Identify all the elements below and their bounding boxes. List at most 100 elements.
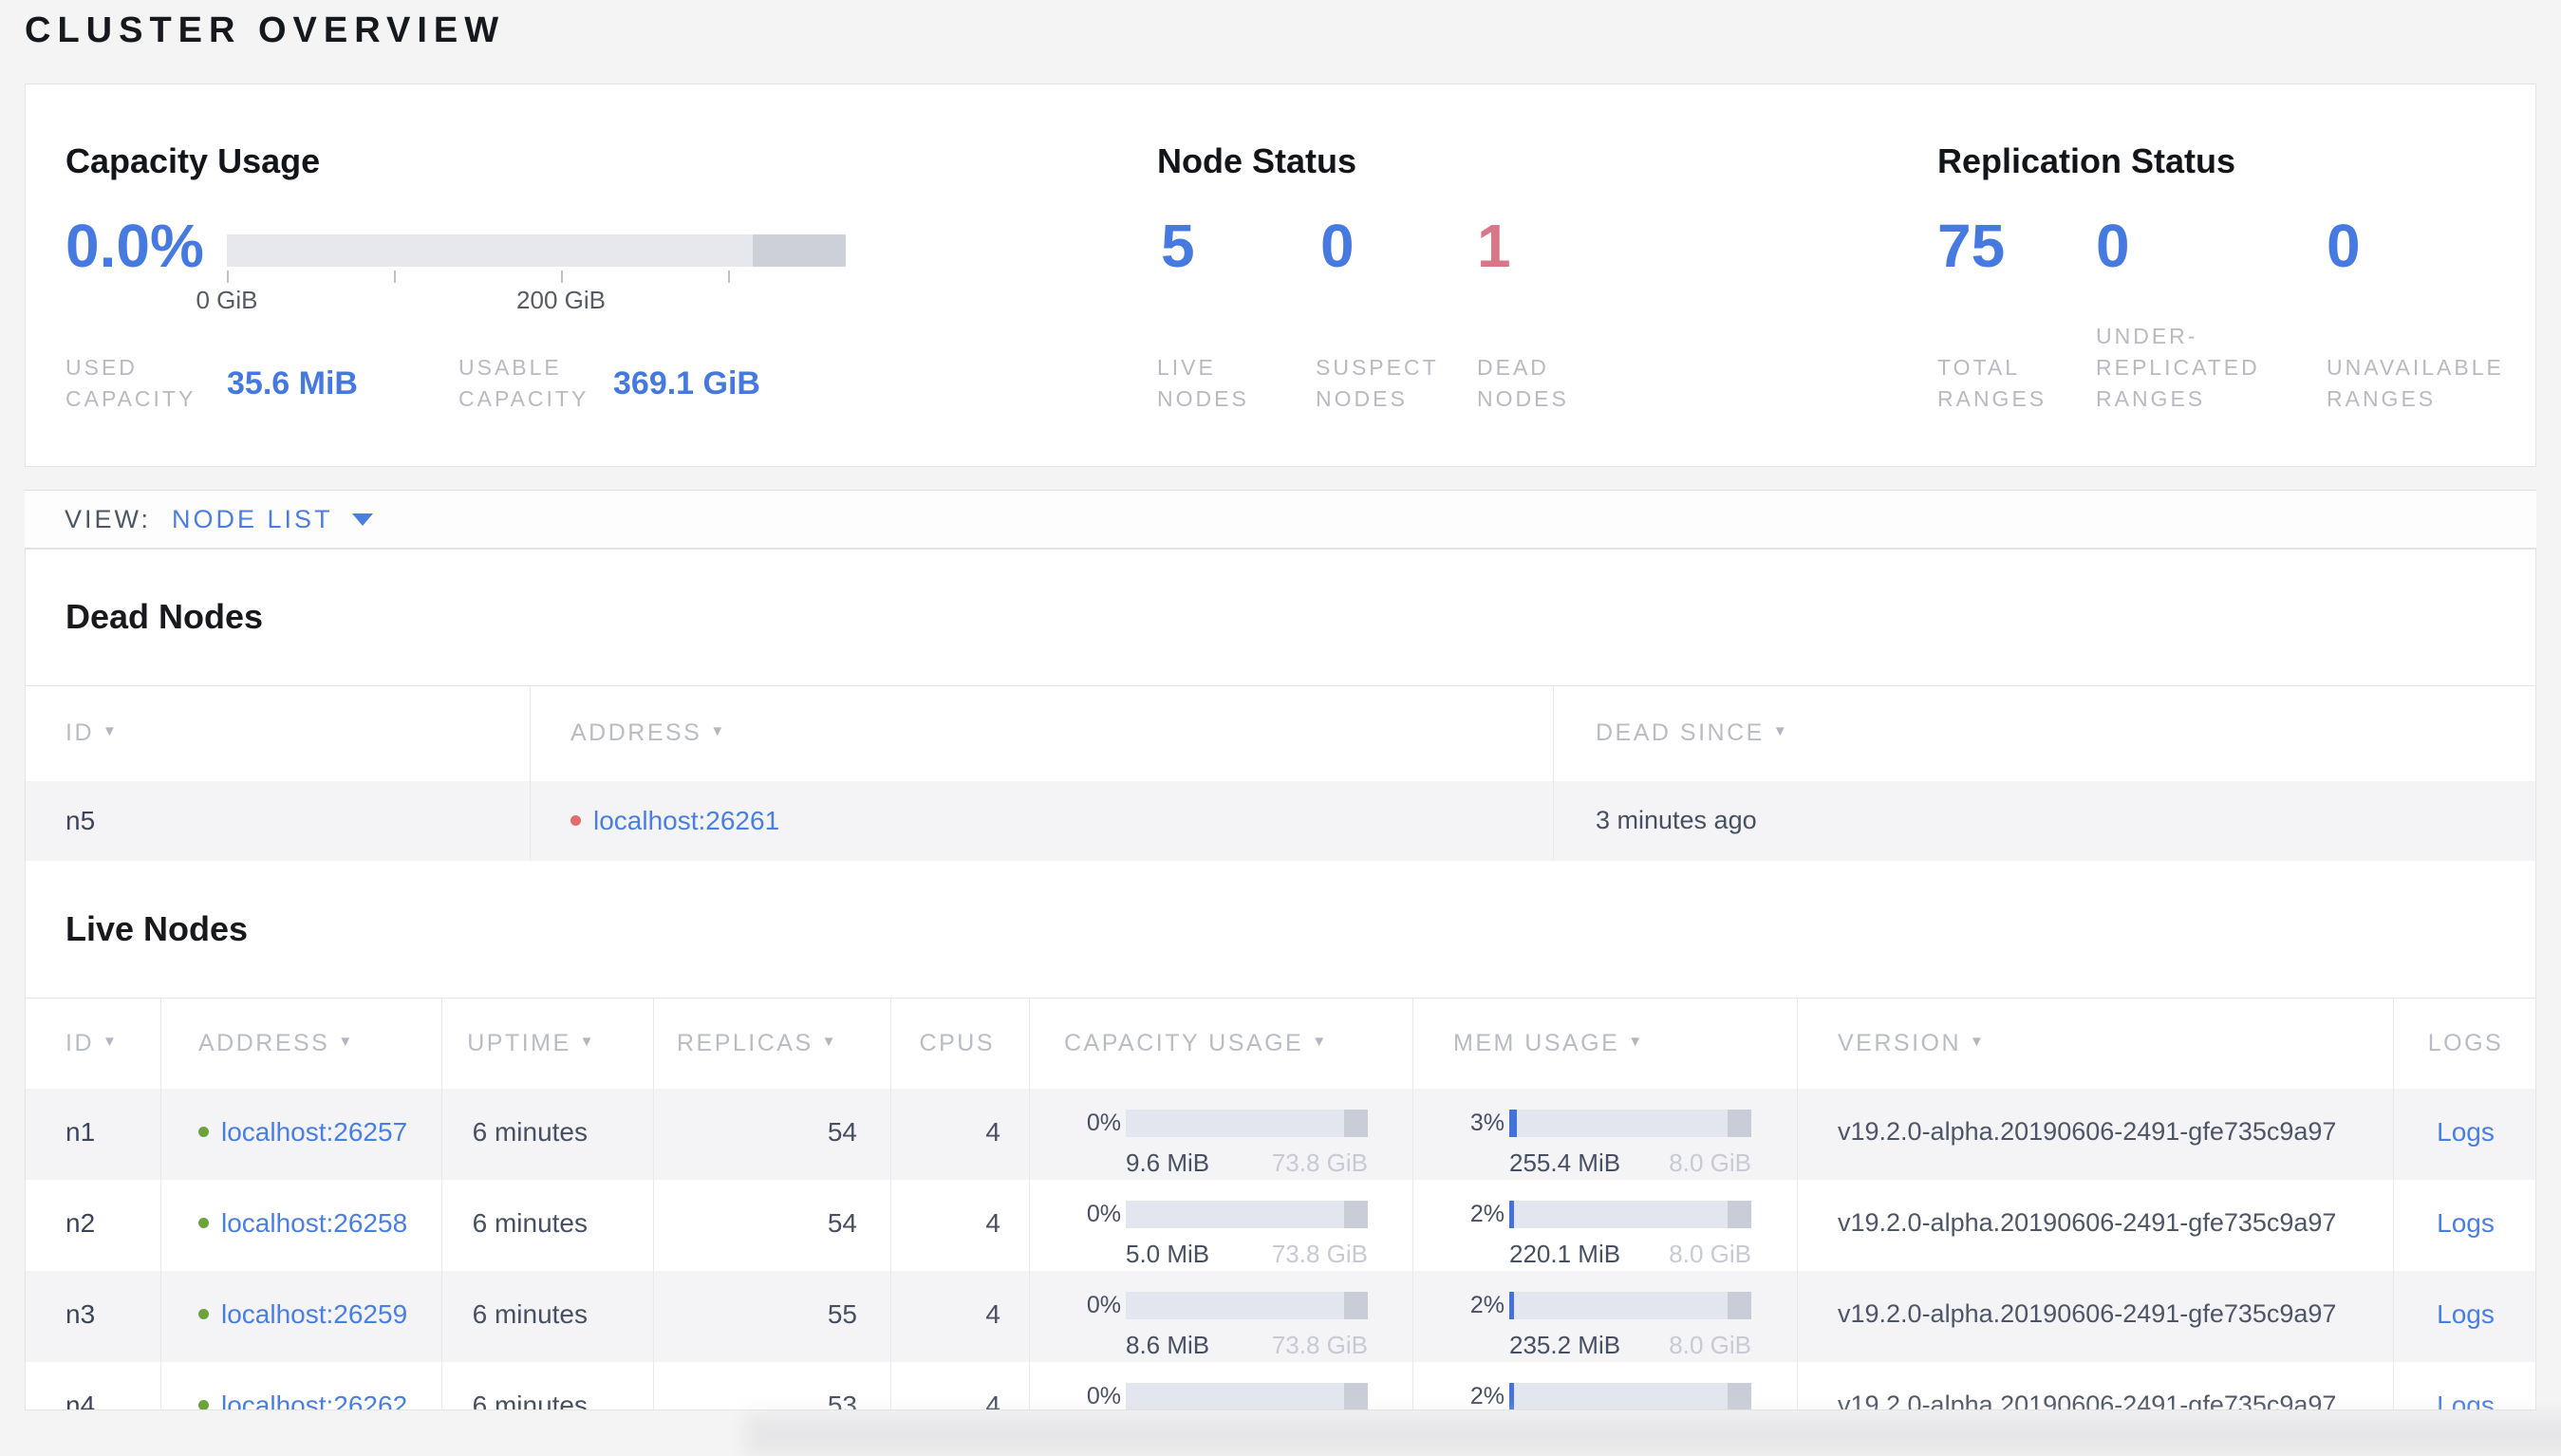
- node-address-link[interactable]: localhost:26259: [221, 1298, 408, 1329]
- cpus-value: 4: [985, 1390, 1000, 1410]
- mem-usage-chart: 2% 220.1 MiB 8.0 GiB: [1413, 1200, 1751, 1269]
- node-id-cell: n5: [26, 780, 531, 861]
- column-header-logs: LOGS: [2394, 999, 2535, 1089]
- sort-arrow-icon: ▼: [579, 1033, 596, 1050]
- node-address-link[interactable]: localhost:26257: [221, 1116, 408, 1147]
- live-nodes-table-body: n1 localhost:26257 6 minutes 54 4 0% 9.6…: [26, 1088, 2535, 1410]
- uptime-value: 6 minutes: [472, 1390, 588, 1410]
- column-label: CPUS: [919, 1029, 995, 1056]
- mem-total: 8.0 GiB: [1669, 1148, 1751, 1177]
- version-cell: v19.2.0-alpha.20190606-2491-gfe735c9a97: [1798, 1361, 2394, 1409]
- replicas-cell: 53: [654, 1361, 891, 1410]
- column-label: ID: [65, 1029, 94, 1056]
- mem-used: 220.1 MiB: [1509, 1239, 1621, 1268]
- capacity-mini-bar: [1126, 1109, 1368, 1137]
- replicas-value: 55: [827, 1298, 857, 1329]
- dead-since-cell: 3 minutes ago: [1554, 781, 2535, 861]
- mem-total: 8.0 GiB: [1669, 1239, 1751, 1268]
- view-mode-dropdown[interactable]: NODE LIST: [172, 505, 373, 534]
- node-address-link[interactable]: localhost:26262: [221, 1390, 408, 1410]
- live-status-dot-icon: [198, 1309, 209, 1319]
- uptime-value: 6 minutes: [472, 1298, 588, 1329]
- column-label: CAPACITY USAGE: [1064, 1029, 1304, 1056]
- logs-link[interactable]: Logs: [2437, 1390, 2495, 1410]
- node-id-cell: n4: [26, 1361, 161, 1409]
- version-cell: v19.2.0-alpha.20190606-2491-gfe735c9a97: [1798, 1088, 2394, 1180]
- replicas-value: 53: [827, 1390, 857, 1410]
- mem-bar-fill: [1509, 1291, 1515, 1319]
- logs-link[interactable]: Logs: [2437, 1298, 2495, 1329]
- capacity-mini-bar: [1126, 1200, 1368, 1228]
- logs-link[interactable]: Logs: [2437, 1207, 2495, 1238]
- column-header-capacity-usage[interactable]: CAPACITY USAGE ▼: [1030, 998, 1413, 1089]
- node-id: n5: [65, 805, 96, 835]
- capacity-used: 5.0 MiB: [1126, 1239, 1210, 1268]
- column-label: ADDRESS: [198, 1029, 330, 1056]
- capacity-usage-cell: 0% 4.6 MiB 73.8 GiB: [1030, 1361, 1413, 1409]
- page-title: CLUSTER OVERVIEW: [25, 10, 506, 50]
- column-header-mem-usage[interactable]: MEM USAGE ▼: [1413, 998, 1798, 1089]
- node-address-link[interactable]: localhost:26258: [221, 1207, 408, 1238]
- column-header-version[interactable]: VERSION ▼: [1798, 998, 2394, 1089]
- capacity-percent: 0.0%: [65, 212, 204, 280]
- axis-tick: [561, 271, 563, 283]
- version-value: v19.2.0-alpha.20190606-2491-gfe735c9a97: [1838, 1298, 2337, 1328]
- replicas-value: 54: [827, 1207, 857, 1238]
- column-header-address[interactable]: ADDRESS ▼: [531, 685, 1554, 781]
- address-wrap: localhost:26258: [198, 1208, 407, 1239]
- capacity-usage-cell: 0% 5.0 MiB 73.8 GiB: [1030, 1179, 1413, 1271]
- live-node-row: n1 localhost:26257 6 minutes 54 4 0% 9.6…: [26, 1088, 2535, 1180]
- live-status-dot-icon: [198, 1400, 209, 1409]
- suspect-nodes-label: SUSPECT NODES: [1316, 355, 1439, 411]
- sort-arrow-icon: ▼: [1312, 1033, 1329, 1050]
- live-nodes-title: Live Nodes: [65, 908, 249, 948]
- column-label: ID: [65, 719, 94, 747]
- sort-arrow-icon: ▼: [1772, 723, 1790, 740]
- capacity-bar-other-segment: [1343, 1200, 1368, 1228]
- replicas-value: 54: [827, 1116, 857, 1147]
- uptime-value: 6 minutes: [472, 1207, 588, 1238]
- mem-mini-bar: [1509, 1382, 1751, 1409]
- logs-link[interactable]: Logs: [2437, 1116, 2495, 1147]
- capacity-usage-title: Capacity Usage: [65, 140, 321, 180]
- uptime-value: 6 minutes: [472, 1116, 588, 1147]
- axis-tick: [728, 271, 730, 283]
- uptime-cell: 6 minutes: [442, 1361, 654, 1410]
- mem-used: 255.4 MiB: [1509, 1148, 1621, 1177]
- column-header-cpus: CPUS: [891, 998, 1030, 1089]
- node-address-link[interactable]: localhost:26261: [593, 805, 780, 835]
- sort-arrow-icon: ▼: [1970, 1033, 1987, 1050]
- address-wrap: localhost:26261: [570, 806, 779, 836]
- node-address-cell: localhost:26259: [161, 1270, 442, 1362]
- column-header-replicas[interactable]: REPLICAS ▼: [654, 998, 891, 1089]
- column-header-id[interactable]: ID ▼: [26, 998, 161, 1089]
- replicas-cell: 55: [654, 1270, 891, 1362]
- cpus-value: 4: [985, 1207, 1000, 1238]
- replicas-cell: 54: [654, 1179, 891, 1271]
- dead-status-dot-icon: [570, 815, 581, 827]
- axis-tick: [394, 271, 396, 283]
- dead-nodes-label: DEAD NODES: [1477, 355, 1569, 411]
- column-header-dead-since[interactable]: DEAD SINCE ▼: [1554, 686, 2535, 781]
- dead-nodes-count: 1: [1477, 212, 1511, 280]
- view-label: VIEW:: [65, 504, 152, 533]
- node-address-cell: localhost:26262: [161, 1361, 442, 1410]
- capacity-usage-chart: 0% 8.6 MiB 73.8 GiB: [1030, 1291, 1368, 1360]
- capacity-usage-cell: 0% 8.6 MiB 73.8 GiB: [1030, 1270, 1413, 1362]
- column-header-id[interactable]: ID ▼: [26, 685, 531, 781]
- column-header-uptime[interactable]: UPTIME ▼: [442, 998, 654, 1089]
- column-header-address[interactable]: ADDRESS ▼: [161, 998, 442, 1089]
- total-ranges-count: 75: [1937, 212, 2006, 280]
- address-wrap: localhost:26259: [198, 1299, 407, 1330]
- address-wrap: localhost:26257: [198, 1117, 407, 1148]
- capacity-percent: 0%: [1086, 1109, 1121, 1136]
- capacity-bar-other-segment: [1343, 1382, 1368, 1409]
- cpus-cell: 4: [891, 1361, 1030, 1410]
- column-label: DEAD SINCE: [1596, 719, 1765, 747]
- address-wrap: localhost:26262: [198, 1390, 408, 1410]
- suspect-nodes-count: 0: [1320, 212, 1355, 280]
- column-label: UPTIME: [467, 1029, 571, 1056]
- view-selector-bar: VIEW: NODE LIST: [25, 490, 2536, 549]
- logs-cell: Logs: [2394, 1089, 2535, 1180]
- axis-tick: [227, 271, 229, 283]
